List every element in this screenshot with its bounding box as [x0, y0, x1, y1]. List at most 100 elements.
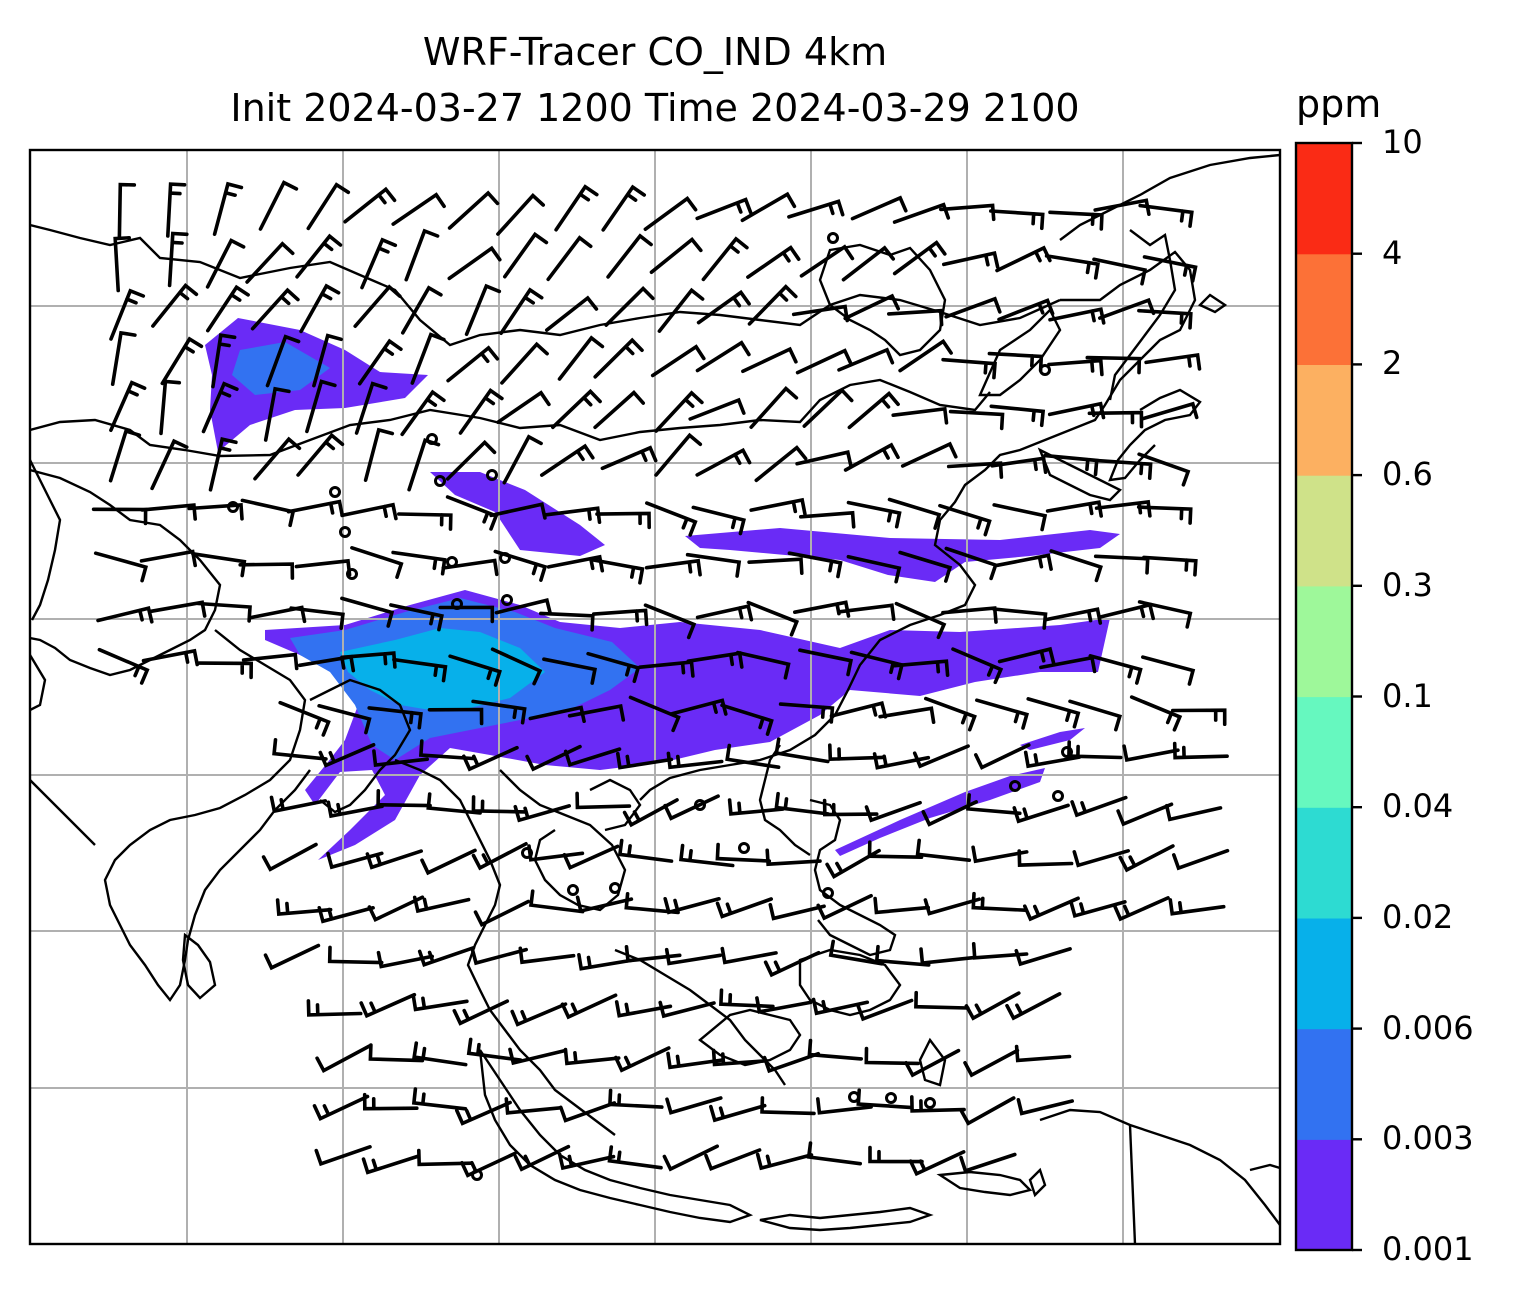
wind-barb	[795, 450, 853, 468]
wind-barb	[1138, 203, 1194, 228]
calm-wind-circle	[1039, 364, 1051, 376]
calm-wind-circle	[567, 884, 579, 896]
wind-barb	[518, 946, 576, 965]
wind-barb	[471, 842, 528, 871]
wind-barb	[799, 510, 856, 529]
wind-barb	[666, 1051, 724, 1070]
wind-barb	[109, 288, 146, 341]
wind-barb	[493, 549, 548, 582]
wind-barb	[1172, 848, 1230, 871]
map-frame	[28, 148, 1282, 1246]
wind-barb	[1023, 896, 1080, 922]
wind-barb	[93, 551, 149, 583]
wind-barb	[654, 432, 703, 477]
wind-barb	[989, 404, 1046, 428]
wind-barb	[211, 333, 237, 389]
colorbar-tick-label: 4	[1382, 233, 1403, 272]
wind-barb	[525, 744, 582, 772]
wind-barb	[1085, 355, 1142, 375]
wind-barb	[545, 295, 599, 332]
calm-wind-circle	[1009, 780, 1021, 792]
wind-barb	[272, 738, 328, 761]
wind-barb	[747, 284, 798, 326]
wind-barb	[1168, 898, 1226, 916]
wind-barb	[644, 558, 702, 577]
colorbar-tick-label: 10	[1382, 123, 1423, 161]
wind-barb	[269, 795, 328, 814]
colorbar-bin-1	[1296, 1028, 1352, 1140]
colorbar-tick-label: 0.003	[1382, 1119, 1474, 1158]
wind-barb	[665, 1096, 723, 1115]
wind-barb	[540, 443, 595, 477]
calm-wind-circle	[434, 475, 446, 487]
wind-barb	[719, 988, 775, 1009]
wind-barb	[417, 946, 476, 967]
wind-barb	[575, 791, 632, 810]
wind-barb	[455, 1100, 512, 1126]
wind-barb	[389, 603, 444, 632]
wind-barb	[539, 611, 595, 632]
wind-barb	[695, 603, 754, 622]
wind-barb	[542, 657, 598, 685]
wind-barb	[557, 335, 605, 381]
wind-barb	[327, 945, 384, 965]
wind-barb	[586, 651, 641, 684]
wind-barb	[263, 943, 321, 971]
colorbar-bin-4	[1296, 696, 1352, 808]
wind-barb	[554, 184, 599, 232]
wind-barb	[1122, 744, 1180, 763]
wind-barb	[841, 245, 895, 282]
wind-barb	[401, 285, 443, 335]
calm-wind-circle	[521, 847, 533, 859]
wind-barb	[914, 990, 970, 1010]
wind-barb	[755, 1152, 814, 1171]
wind-barb	[1092, 257, 1148, 286]
wind-barb	[658, 1000, 716, 1019]
wind-barb	[306, 182, 351, 231]
wind-barb	[802, 387, 854, 428]
colorbar-bin-6	[1296, 475, 1352, 587]
calm-wind-circle	[609, 882, 621, 894]
wind-barb	[843, 442, 900, 472]
wind-barb	[305, 379, 337, 434]
calm-wind-circle	[499, 552, 511, 564]
wind-barbs	[91, 180, 1230, 1178]
wind-barb	[966, 793, 1022, 816]
colorbar-tick-label: 0.1	[1382, 676, 1433, 715]
wind-barb	[948, 409, 1005, 431]
wind-barb	[1012, 803, 1070, 824]
wind-barb	[593, 337, 644, 379]
wind-barb	[622, 798, 679, 828]
wind-barb	[462, 745, 519, 772]
wind-barb	[201, 381, 239, 434]
wind-barb	[1164, 803, 1223, 822]
wind-barb	[376, 950, 434, 969]
wind-barb	[159, 379, 182, 436]
wind-barb	[942, 250, 1000, 269]
wind-barb	[528, 889, 585, 914]
wind-barb	[900, 441, 958, 468]
calm-wind-circle	[486, 469, 498, 481]
wind-barb	[715, 897, 773, 919]
wind-barb	[208, 437, 238, 492]
colorbar-tick-label: 0.6	[1382, 455, 1433, 494]
wind-barb	[1088, 654, 1143, 685]
wind-barb	[496, 390, 551, 424]
wind-barb	[691, 505, 746, 536]
wind-barb	[662, 1144, 719, 1172]
wind-barb	[795, 348, 853, 375]
wind-barb	[508, 1047, 566, 1066]
colorbar-tick-label: 2	[1382, 344, 1403, 383]
calm-wind-circle	[694, 799, 706, 811]
wind-barb	[774, 791, 830, 816]
wind-barb	[670, 698, 728, 716]
wind-barb	[392, 657, 448, 683]
wind-barb	[544, 506, 602, 524]
colorbar-bin-3	[1296, 807, 1352, 919]
colorbar-bin-7	[1296, 364, 1352, 476]
wind-barb	[426, 792, 482, 815]
wind-barb	[562, 844, 620, 870]
calm-wind-circle	[471, 1169, 483, 1181]
wind-barb	[992, 607, 1048, 630]
wind-barb	[604, 285, 655, 327]
